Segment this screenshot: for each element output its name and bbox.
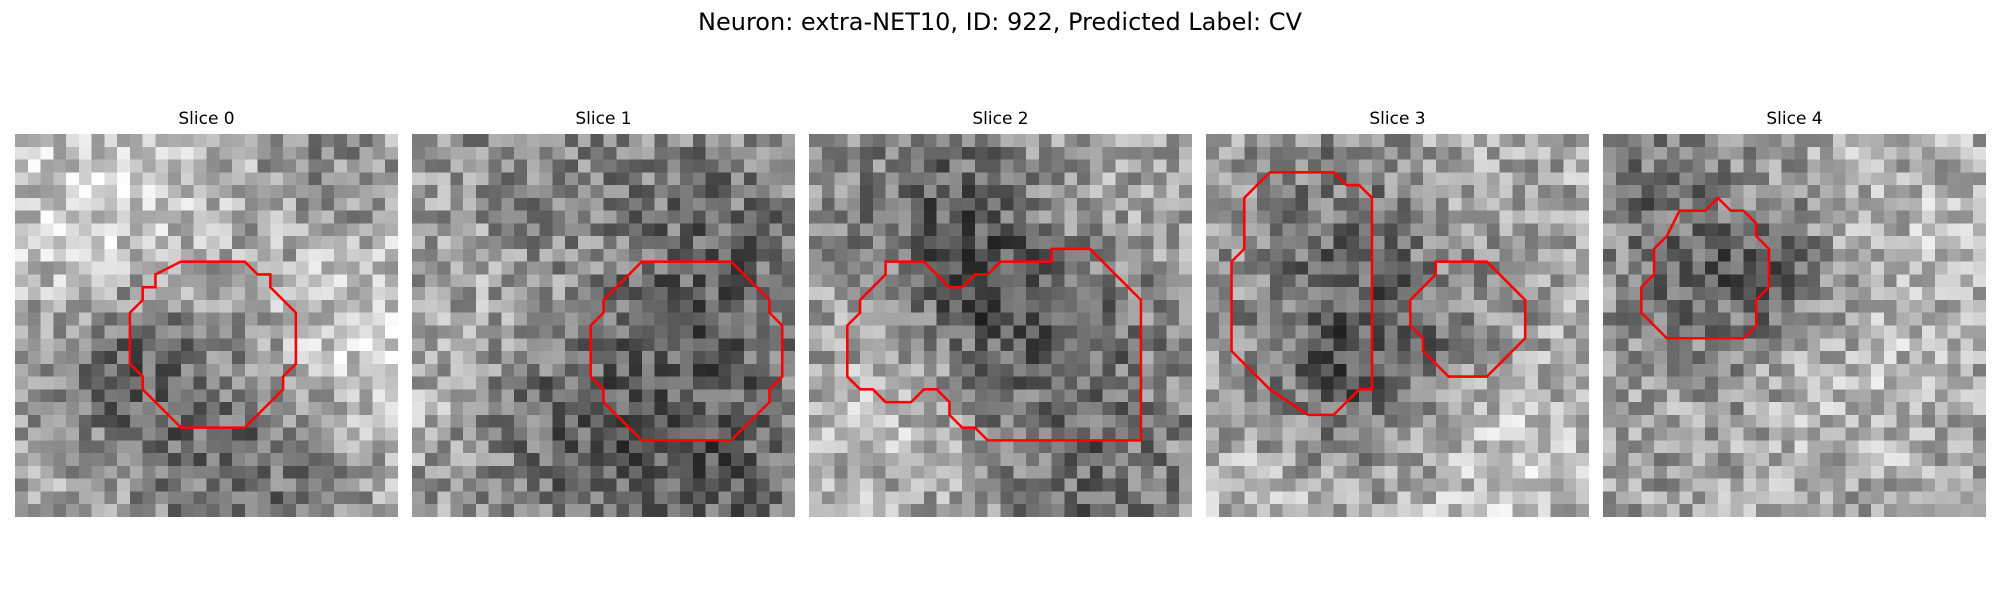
slice-title: Slice 1 xyxy=(575,109,632,129)
slice-image xyxy=(809,134,1192,517)
slice-image xyxy=(1206,134,1589,517)
slice-panel-2: Slice 2 xyxy=(809,108,1192,517)
slice-image xyxy=(15,134,398,517)
slice-panel-4: Slice 4 xyxy=(1603,108,1986,517)
figure-title: Neuron: extra-NET10, ID: 922, Predicted … xyxy=(698,8,1302,36)
slice-title: Slice 0 xyxy=(178,109,235,129)
slice-panel-3: Slice 3 xyxy=(1206,108,1589,517)
slice-panel-1: Slice 1 xyxy=(412,108,795,517)
slice-image xyxy=(1603,134,1986,517)
slice-title: Slice 4 xyxy=(1766,109,1823,129)
slice-image xyxy=(412,134,795,517)
slice-title: Slice 2 xyxy=(972,109,1029,129)
slice-panel-0: Slice 0 xyxy=(15,108,398,517)
slice-title: Slice 3 xyxy=(1369,109,1426,129)
